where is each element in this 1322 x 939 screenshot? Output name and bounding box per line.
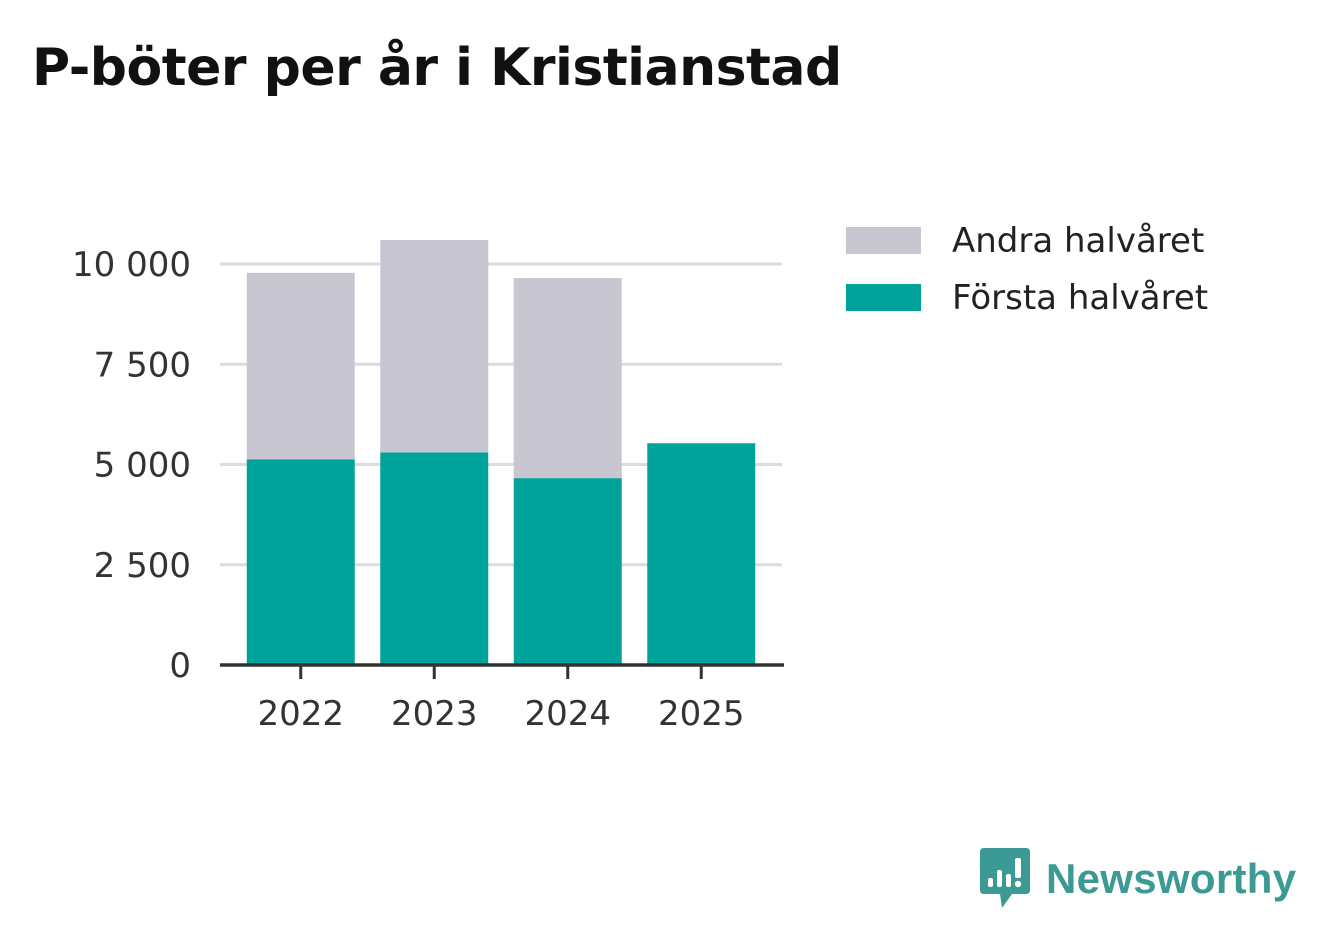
legend-label-first-half: Första halvåret: [952, 277, 1209, 318]
bar-second-half-2023: [380, 239, 489, 453]
y-tick-label-2500: 2 500: [94, 546, 191, 586]
bar-first-half-2024: [513, 478, 622, 665]
bar-second-half-2022: [246, 272, 355, 460]
newsworthy-logo-icon: [980, 848, 1030, 908]
bar-first-half-2022: [246, 459, 355, 665]
y-tick-label-5000: 5 000: [94, 446, 191, 486]
legend: Andra halvåret Första halvåret: [846, 212, 1208, 326]
x-tick-label-2025: 2025: [658, 694, 745, 734]
bar-first-half-2023: [380, 452, 489, 665]
x-tick-label-2024: 2024: [524, 694, 611, 734]
newsworthy-logo-text: Newsworthy: [1046, 855, 1297, 902]
bar-first-half-2025: [647, 443, 756, 665]
bar-second-half-2024: [513, 278, 622, 479]
chart-title: P-böter per år i Kristianstad: [32, 38, 842, 98]
x-tick-label-2022: 2022: [257, 694, 344, 734]
legend-label-second-half: Andra halvåret: [952, 220, 1205, 261]
legend-item-second-half: Andra halvåret: [846, 212, 1208, 269]
y-tick-label-7500: 7 500: [94, 345, 191, 385]
x-tick-label-2023: 2023: [391, 694, 478, 734]
y-tick-label-0: 0: [169, 646, 191, 686]
legend-item-first-half: Första halvåret: [846, 269, 1208, 326]
newsworthy-logo: Newsworthy: [980, 848, 1296, 910]
y-tick-label-10000: 10 000: [72, 245, 191, 285]
axes: 0 2 500 5 000 7 500 10 000 2022 2023 2024 2025: [72, 245, 784, 734]
bars: [246, 239, 756, 665]
legend-swatch-first-half: [846, 284, 921, 311]
legend-swatch-second-half: [846, 227, 921, 254]
